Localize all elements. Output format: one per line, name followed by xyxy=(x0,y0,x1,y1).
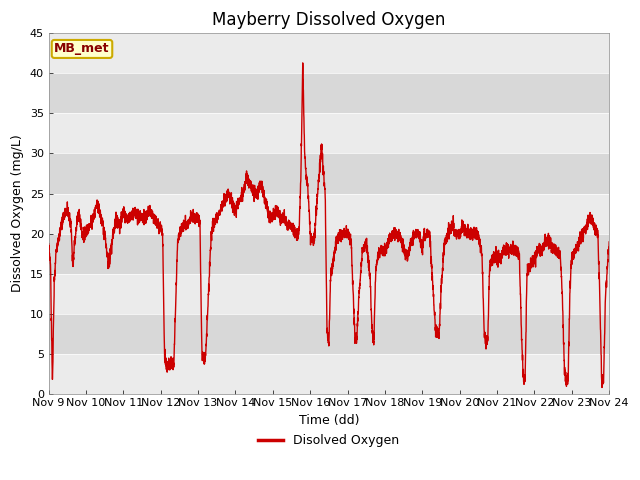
Y-axis label: Dissolved Oxygen (mg/L): Dissolved Oxygen (mg/L) xyxy=(11,135,24,292)
Bar xyxy=(49,234,609,274)
Bar xyxy=(49,154,609,193)
Bar xyxy=(49,313,609,354)
Bar xyxy=(49,113,609,154)
Text: MB_met: MB_met xyxy=(54,42,109,56)
Title: Mayberry Dissolved Oxygen: Mayberry Dissolved Oxygen xyxy=(212,11,445,29)
Bar xyxy=(49,274,609,313)
X-axis label: Time (dd): Time (dd) xyxy=(299,414,359,427)
Bar xyxy=(49,34,609,73)
Bar xyxy=(49,73,609,113)
Bar xyxy=(49,193,609,234)
Bar xyxy=(49,354,609,394)
Legend: Disolved Oxygen: Disolved Oxygen xyxy=(253,429,404,452)
